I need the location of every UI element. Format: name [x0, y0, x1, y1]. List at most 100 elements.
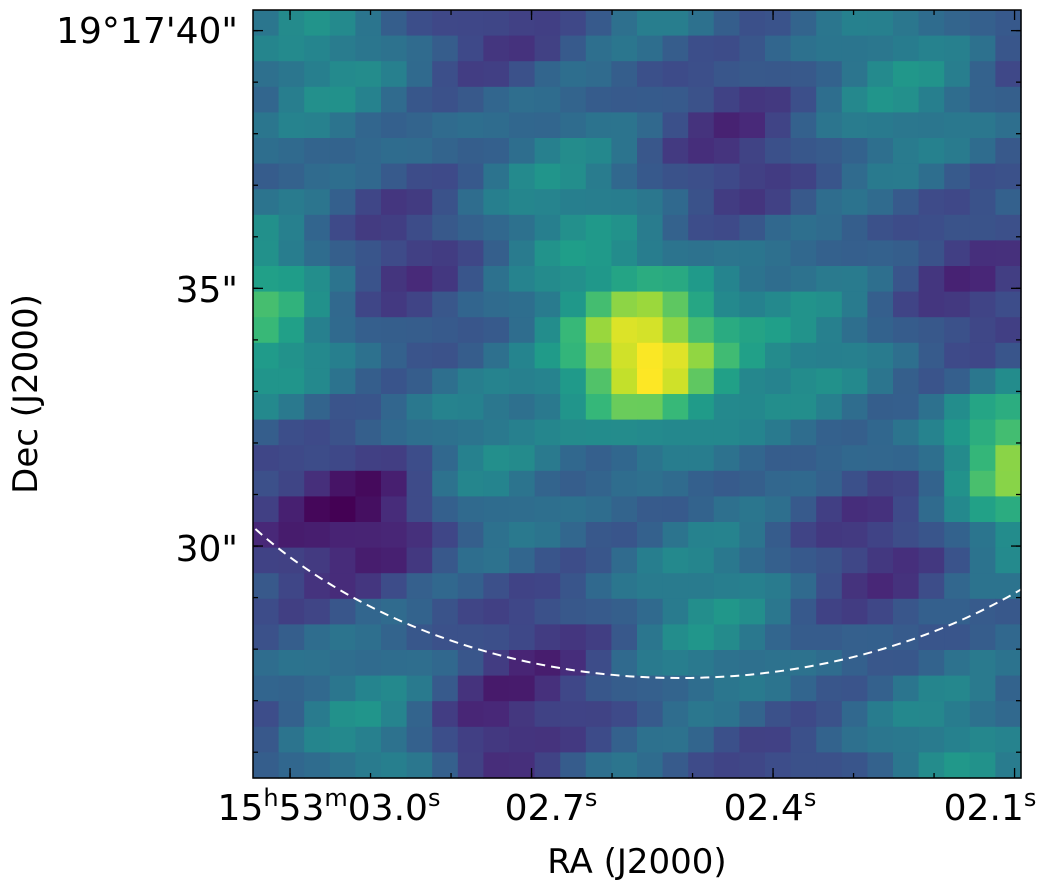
heatmap-cell	[713, 752, 740, 779]
heatmap-cell	[662, 573, 689, 600]
heatmap-cell	[662, 138, 689, 165]
heatmap-cell	[688, 470, 715, 497]
heatmap-cell	[918, 675, 945, 702]
heatmap-cell	[867, 266, 894, 293]
heatmap-cell	[355, 547, 382, 574]
y-tick-label-2: 35"	[176, 270, 238, 311]
heatmap-cell	[381, 726, 408, 753]
heatmap-cell	[944, 35, 971, 62]
heatmap-cell	[483, 419, 510, 446]
heatmap-cell	[944, 445, 971, 472]
heatmap-cell	[918, 470, 945, 497]
heatmap-cell	[457, 214, 484, 241]
heatmap-cell	[841, 214, 868, 241]
heatmap-cell	[278, 86, 305, 113]
heatmap-cell	[406, 35, 433, 62]
heatmap-cell	[662, 86, 689, 113]
heatmap-cell	[406, 394, 433, 421]
heatmap-cell	[841, 598, 868, 625]
heatmap-cell	[585, 470, 612, 497]
heatmap-cell	[406, 598, 433, 625]
heatmap-cell	[585, 445, 612, 472]
heatmap-cell	[432, 138, 459, 165]
heatmap-cell	[662, 650, 689, 677]
heatmap-cell	[585, 752, 612, 779]
heatmap-cell	[585, 61, 612, 88]
heatmap-cell	[688, 368, 715, 395]
heatmap-cell	[355, 266, 382, 293]
heatmap-cell	[381, 86, 408, 113]
heatmap-cell	[406, 163, 433, 190]
heatmap-cell	[457, 752, 484, 779]
heatmap-cell	[662, 266, 689, 293]
heatmap-cell	[432, 598, 459, 625]
heatmap-cell	[662, 112, 689, 139]
heatmap-cell	[406, 701, 433, 728]
heatmap-cell	[969, 470, 996, 497]
heatmap-cell	[253, 10, 280, 37]
heatmap-cell	[662, 342, 689, 369]
heatmap-cell	[304, 701, 331, 728]
heatmap-cell	[637, 419, 664, 446]
heatmap-cell	[739, 419, 766, 446]
heatmap-cell	[688, 317, 715, 344]
heatmap-cell	[432, 35, 459, 62]
heatmap-cell	[790, 701, 817, 728]
heatmap-cell	[893, 240, 920, 267]
heatmap-cell	[483, 701, 510, 728]
heatmap-cell	[432, 317, 459, 344]
heatmap-cell	[560, 573, 587, 600]
heatmap-cell	[867, 752, 894, 779]
heatmap-cell	[253, 650, 280, 677]
heatmap-cell	[637, 61, 664, 88]
heatmap-cell	[329, 675, 356, 702]
heatmap-cell	[381, 624, 408, 651]
heatmap-cell	[739, 650, 766, 677]
heatmap-cell	[841, 470, 868, 497]
heatmap-cell	[585, 291, 612, 318]
heatmap-cell	[253, 598, 280, 625]
heatmap-cell	[867, 291, 894, 318]
heatmap-cell	[816, 112, 843, 139]
heatmap-cell	[893, 701, 920, 728]
heatmap-cell	[995, 445, 1022, 472]
heatmap-cell	[765, 317, 792, 344]
heatmap-cell	[304, 675, 331, 702]
heatmap-cell	[278, 266, 305, 293]
heatmap-cell	[790, 10, 817, 37]
heatmap-cell	[841, 138, 868, 165]
heatmap-cell	[253, 317, 280, 344]
heatmap-cell	[995, 598, 1022, 625]
heatmap-cell	[560, 86, 587, 113]
heatmap-cell	[790, 291, 817, 318]
heatmap-cell	[585, 522, 612, 549]
heatmap-cell	[304, 394, 331, 421]
heatmap-cell	[432, 342, 459, 369]
heatmap-cell	[253, 189, 280, 216]
heatmap-cell	[918, 547, 945, 574]
heatmap-cell	[867, 650, 894, 677]
heatmap-cell	[867, 701, 894, 728]
heatmap-cell	[713, 650, 740, 677]
heatmap-cell	[816, 61, 843, 88]
heatmap-cell	[278, 445, 305, 472]
heatmap-cell	[765, 342, 792, 369]
heatmap-cell	[304, 163, 331, 190]
heatmap-cell	[509, 10, 536, 37]
heatmap-cell	[611, 35, 638, 62]
heatmap-cell	[381, 317, 408, 344]
heatmap-cell	[483, 214, 510, 241]
heatmap-cell	[483, 86, 510, 113]
heatmap-cell	[637, 342, 664, 369]
heatmap-cell	[304, 496, 331, 523]
heatmap-cell	[560, 240, 587, 267]
heatmap-cell	[560, 291, 587, 318]
heatmap-cell	[355, 86, 382, 113]
heatmap-cell	[406, 624, 433, 651]
heatmap-cell	[457, 368, 484, 395]
heatmap-cell	[483, 726, 510, 753]
heatmap-cell	[765, 496, 792, 523]
heatmap-cell	[841, 163, 868, 190]
heatmap-cell	[509, 368, 536, 395]
heatmap-cell	[278, 624, 305, 651]
